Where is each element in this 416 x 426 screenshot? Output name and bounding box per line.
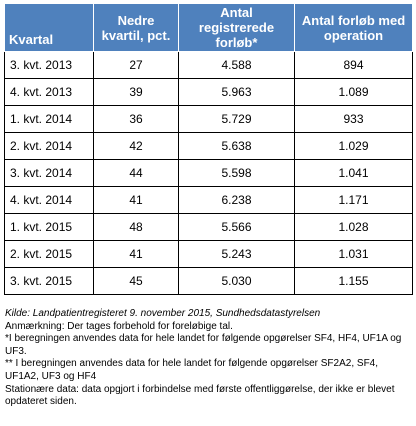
remark-note: Anmærkning: Der tages forbehold for fore… — [5, 320, 233, 332]
cell-nedre-kvartil: 39 — [93, 78, 179, 106]
cell-nedre-kvartil: 41 — [93, 186, 179, 214]
cell-nedre-kvartil: 36 — [93, 105, 179, 133]
table-row: 4. kvt. 2013 39 5.963 1.089 — [4, 78, 413, 106]
cell-kvartal: 3. kvt. 2013 — [4, 51, 94, 79]
cell-antal-registrerede: 4.588 — [178, 51, 295, 79]
cell-antal-operation: 1.155 — [294, 267, 413, 295]
data-table: Kvartal Nedre kvartil, pct. Antal regist… — [4, 3, 413, 295]
cell-nedre-kvartil: 44 — [93, 159, 179, 187]
cell-antal-operation: 1.041 — [294, 159, 413, 187]
table-row: 2. kvt. 2015 41 5.243 1.031 — [4, 240, 413, 268]
header-row: Kvartal Nedre kvartil, pct. Antal regist… — [4, 3, 413, 52]
header-kvartal: Kvartal — [4, 3, 94, 52]
cell-antal-registrerede: 5.963 — [178, 78, 295, 106]
cell-antal-operation: 1.089 — [294, 78, 413, 106]
cell-antal-registrerede: 5.566 — [178, 213, 295, 241]
cell-nedre-kvartil: 48 — [93, 213, 179, 241]
cell-kvartal: 2. kvt. 2014 — [4, 132, 94, 160]
cell-antal-operation: 933 — [294, 105, 413, 133]
table-notes: Kilde: Landpatientregisteret 9. november… — [5, 308, 411, 409]
table-row: 3. kvt. 2014 44 5.598 1.041 — [4, 159, 413, 187]
cell-kvartal: 1. kvt. 2014 — [4, 105, 94, 133]
cell-antal-registrerede: 5.030 — [178, 267, 295, 295]
cell-kvartal: 3. kvt. 2015 — [4, 267, 94, 295]
cell-antal-operation: 1.029 — [294, 132, 413, 160]
cell-nedre-kvartil: 41 — [93, 240, 179, 268]
table-row: 3. kvt. 2015 45 5.030 1.155 — [4, 267, 413, 295]
cell-kvartal: 4. kvt. 2014 — [4, 186, 94, 214]
cell-antal-operation: 1.171 — [294, 186, 413, 214]
cell-antal-registrerede: 5.729 — [178, 105, 295, 133]
source-note: Kilde: Landpatientregisteret 9. november… — [5, 308, 321, 319]
cell-antal-operation: 894 — [294, 51, 413, 79]
cell-antal-registrerede: 5.598 — [178, 159, 295, 187]
table-row: 2. kvt. 2014 42 5.638 1.029 — [4, 132, 413, 160]
cell-kvartal: 1. kvt. 2015 — [4, 213, 94, 241]
cell-kvartal: 2. kvt. 2015 — [4, 240, 94, 268]
cell-antal-registrerede: 5.638 — [178, 132, 295, 160]
table-row: 3. kvt. 2013 27 4.588 894 — [4, 51, 413, 79]
cell-nedre-kvartil: 45 — [93, 267, 179, 295]
stationary-note: Stationære data: data opgjort i forbinde… — [5, 383, 395, 408]
footnote-1: *I beregningen anvendes data for hele la… — [5, 333, 402, 357]
table-row: 1. kvt. 2015 48 5.566 1.028 — [4, 213, 413, 241]
cell-antal-operation: 1.031 — [294, 240, 413, 268]
header-antal-operation: Antal forløb med operation — [294, 3, 413, 52]
cell-nedre-kvartil: 42 — [93, 132, 179, 160]
table-row: 1. kvt. 2014 36 5.729 933 — [4, 105, 413, 133]
table-row: 4. kvt. 2014 41 6.238 1.171 — [4, 186, 413, 214]
footnote-2: ** I beregningen anvendes data for hele … — [5, 358, 379, 382]
header-antal-registrerede: Antal registrerede forløb* — [178, 3, 295, 52]
header-nedre-kvartil: Nedre kvartil, pct. — [93, 3, 179, 52]
cell-nedre-kvartil: 27 — [93, 51, 179, 79]
cell-antal-operation: 1.028 — [294, 213, 413, 241]
cell-kvartal: 4. kvt. 2013 — [4, 78, 94, 106]
cell-kvartal: 3. kvt. 2014 — [4, 159, 94, 187]
cell-antal-registrerede: 5.243 — [178, 240, 295, 268]
cell-antal-registrerede: 6.238 — [178, 186, 295, 214]
